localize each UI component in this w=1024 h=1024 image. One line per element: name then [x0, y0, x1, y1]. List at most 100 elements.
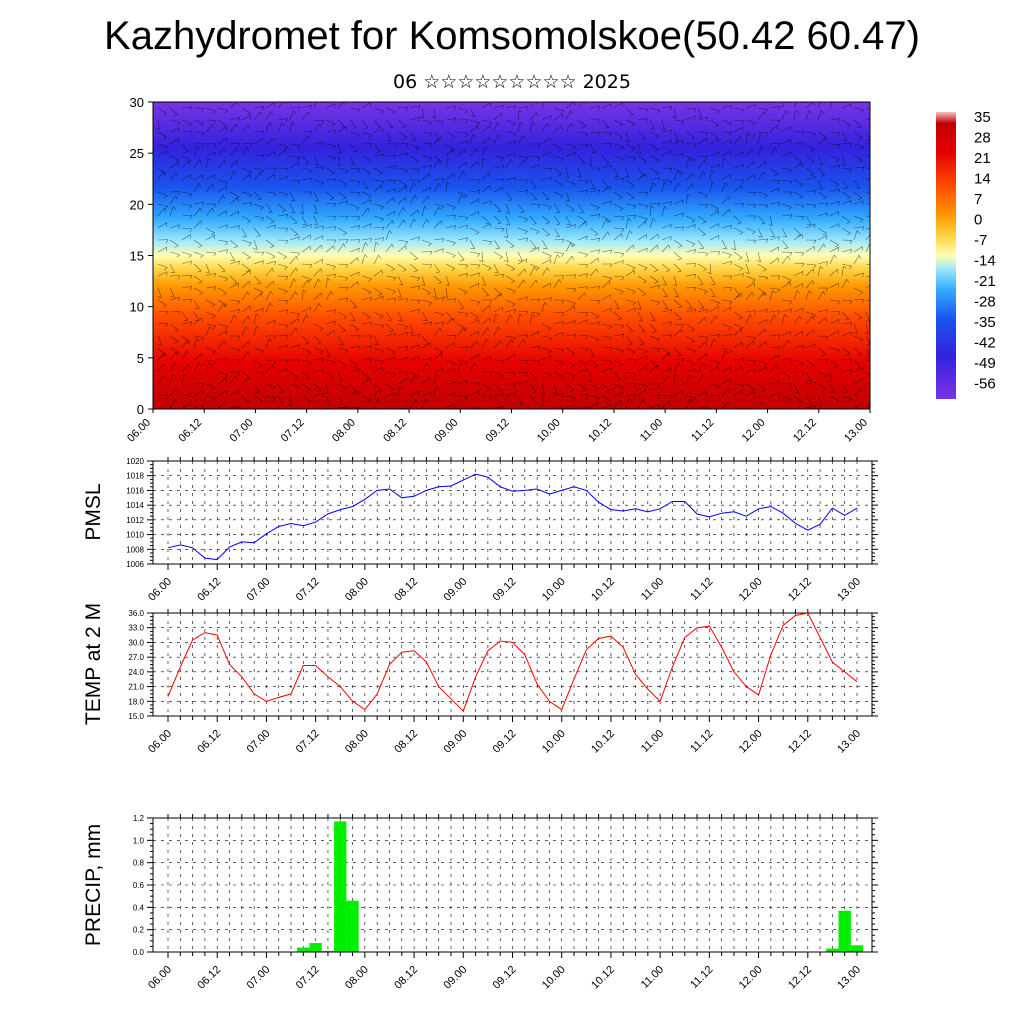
wind-barb: [469, 282, 480, 289]
wind-barb: [253, 172, 263, 181]
wind-barb: [349, 311, 356, 321]
wind-barb: [817, 317, 827, 325]
wind-barb: [613, 102, 623, 109]
wind-barb: [457, 299, 465, 309]
wind-barb: [613, 177, 625, 183]
wind-barb: [181, 260, 192, 265]
wind-barb: [541, 115, 552, 121]
precip-bar: [850, 945, 864, 952]
wind-barb: [781, 275, 792, 283]
wind-barb: [301, 215, 307, 226]
wind-barb: [601, 323, 612, 330]
wind-barb: [325, 119, 336, 127]
wind-barb: [253, 154, 265, 159]
wind-barb: [469, 251, 481, 257]
wind-barb: [481, 200, 492, 205]
wind-barb: [769, 105, 781, 111]
wind-barb: [817, 359, 829, 364]
wind-barb: [481, 305, 491, 313]
wind-barb: [841, 215, 851, 224]
wind-barb: [421, 363, 430, 373]
wind-barb: [793, 262, 805, 267]
wind-barb: [241, 227, 247, 238]
wind-barb: [577, 251, 588, 258]
wind-barb: [181, 174, 191, 181]
wind-barb: [181, 251, 192, 258]
wind-barb: [793, 251, 805, 257]
wind-barb: [541, 227, 550, 237]
wind-barb: [253, 292, 263, 301]
wind-barb: [241, 340, 251, 349]
wind-barb: [781, 167, 793, 174]
wind-barb: [445, 117, 457, 122]
wind-barb: [421, 173, 431, 181]
wind-barb: [709, 223, 720, 229]
wind-barb: [481, 299, 493, 304]
wind-barb: [613, 359, 624, 367]
wind-barb: [865, 177, 870, 181]
wind-barb: [277, 175, 288, 181]
wind-barb: [505, 287, 516, 294]
wind-barb: [625, 299, 636, 306]
wind-barb: [409, 299, 421, 304]
wind-barb: [733, 215, 742, 225]
wind-barb: [349, 248, 360, 253]
wind-barb: [697, 317, 707, 325]
wind-barb: [325, 263, 336, 270]
wind-barb: [493, 122, 500, 133]
wind-barb: [205, 151, 216, 157]
wind-barb: [337, 243, 346, 253]
wind-barb: [529, 298, 541, 303]
wind-barb: [193, 159, 202, 169]
x-tick-label: 12.12: [786, 576, 814, 604]
wind-barb: [361, 199, 372, 205]
wind-barb: [697, 131, 709, 137]
wind-barb: [817, 243, 826, 253]
wind-barb: [385, 275, 397, 281]
wind-barb: [361, 378, 371, 385]
wind-barb: [481, 317, 491, 325]
wind-barb: [289, 215, 298, 225]
wind-barb: [373, 359, 385, 365]
wind-barb: [469, 190, 481, 195]
wind-barb: [649, 347, 661, 353]
wind-barb: [709, 131, 719, 140]
wind-barb: [733, 357, 745, 363]
wind-barb: [673, 329, 683, 337]
x-tick-label: 07.00: [245, 728, 273, 756]
wind-barb: [553, 107, 564, 114]
wind-barb: [277, 118, 289, 123]
wind-barb: [529, 247, 540, 253]
wind-barb: [336, 155, 341, 167]
wind-barb: [805, 329, 815, 337]
wind-barb: [493, 112, 503, 121]
wind-barb: [349, 179, 361, 185]
wind-barb: [697, 353, 707, 361]
wind-barb: [625, 218, 632, 229]
wind-barb: [385, 383, 395, 392]
wind-barb: [756, 251, 761, 262]
wind-barb: [433, 368, 444, 373]
wind-barb: [817, 309, 828, 314]
wind-barb: [349, 119, 357, 129]
wind-barb: [253, 313, 260, 325]
wind-barb: [313, 119, 325, 125]
wind-barb: [457, 171, 466, 181]
wind-barb: [553, 359, 564, 366]
wind-barb: [217, 107, 228, 114]
precip-bar: [838, 910, 851, 952]
wind-barb: [337, 359, 347, 368]
wind-barb: [361, 242, 369, 253]
wind-barb: [217, 210, 227, 217]
wind-barb: [421, 131, 433, 137]
wind-barb: [577, 286, 589, 291]
wind-barb: [397, 323, 408, 330]
wind-barb: [169, 323, 179, 332]
wind-barb: [373, 143, 381, 153]
wind-barb: [421, 186, 431, 193]
wind-barb: [217, 371, 228, 378]
wind-barb: [769, 310, 781, 315]
wind-barb: [805, 268, 815, 277]
wind-barb: [745, 191, 757, 197]
